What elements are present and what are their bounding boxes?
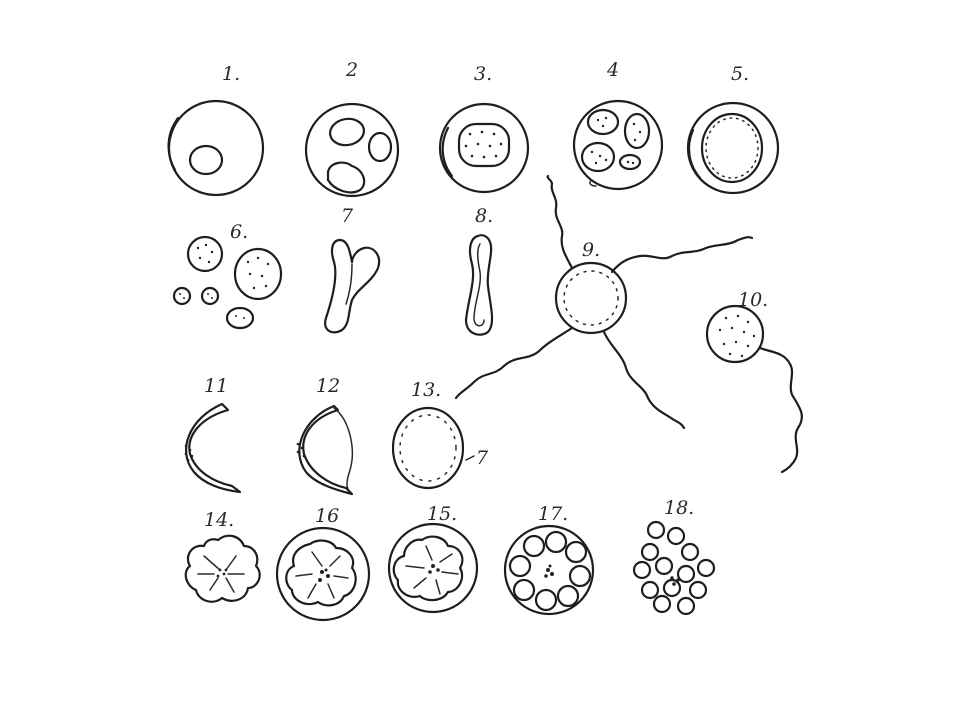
figure-13-cell [391,406,465,490]
figure-label-13b: 7 [476,447,489,469]
figure-4-cell [572,99,664,191]
figure-7-cell [324,238,381,334]
figure-8-cell [464,234,494,336]
figure-17-segmenting-cell [503,524,595,616]
figure-5-cell [686,101,780,195]
figure-label-17: 17. [538,503,568,525]
figure-label-2: 2 [345,59,358,81]
figure-16-segmenting-cell [275,526,371,622]
figure-12-crescent-with-membrane [296,404,354,496]
figure-label-6: 6. [230,221,248,243]
figure-2-cell [304,102,400,198]
figure-11-crescent [184,402,242,494]
figure-14-segmenting-body [184,534,261,603]
figure-label-7: 7 [341,205,354,227]
figure-label-9: 9. [582,239,600,261]
figure-15-segmenting-cell [387,522,479,614]
figure-1-cell [167,99,265,197]
figure-9-cell-with-flagella [454,174,754,430]
figure-6-cells [172,235,283,330]
figure-label-1: 1. [222,63,240,85]
figure-label-15: 15. [427,503,457,525]
figure-10-cell-with-flagellum [705,304,803,474]
figure-label-13: 13. [411,379,441,401]
figure-label-3: 3. [474,63,492,85]
figure-label-8: 8. [475,205,493,227]
figure-13-pointer-mark [465,455,475,461]
figure-label-10: 10. [738,289,768,311]
figure-18-merozoites [632,520,716,616]
figure-label-4: 4 [606,59,619,81]
figure-label-12: 12 [316,375,340,397]
figure-label-18: 18. [664,497,694,519]
figure-label-16: 16 [315,505,339,527]
figure-label-14: 14. [204,509,234,531]
figure-label-5: 5. [731,63,749,85]
figure-label-11: 11 [204,375,228,397]
figure-3-cell [438,102,530,194]
